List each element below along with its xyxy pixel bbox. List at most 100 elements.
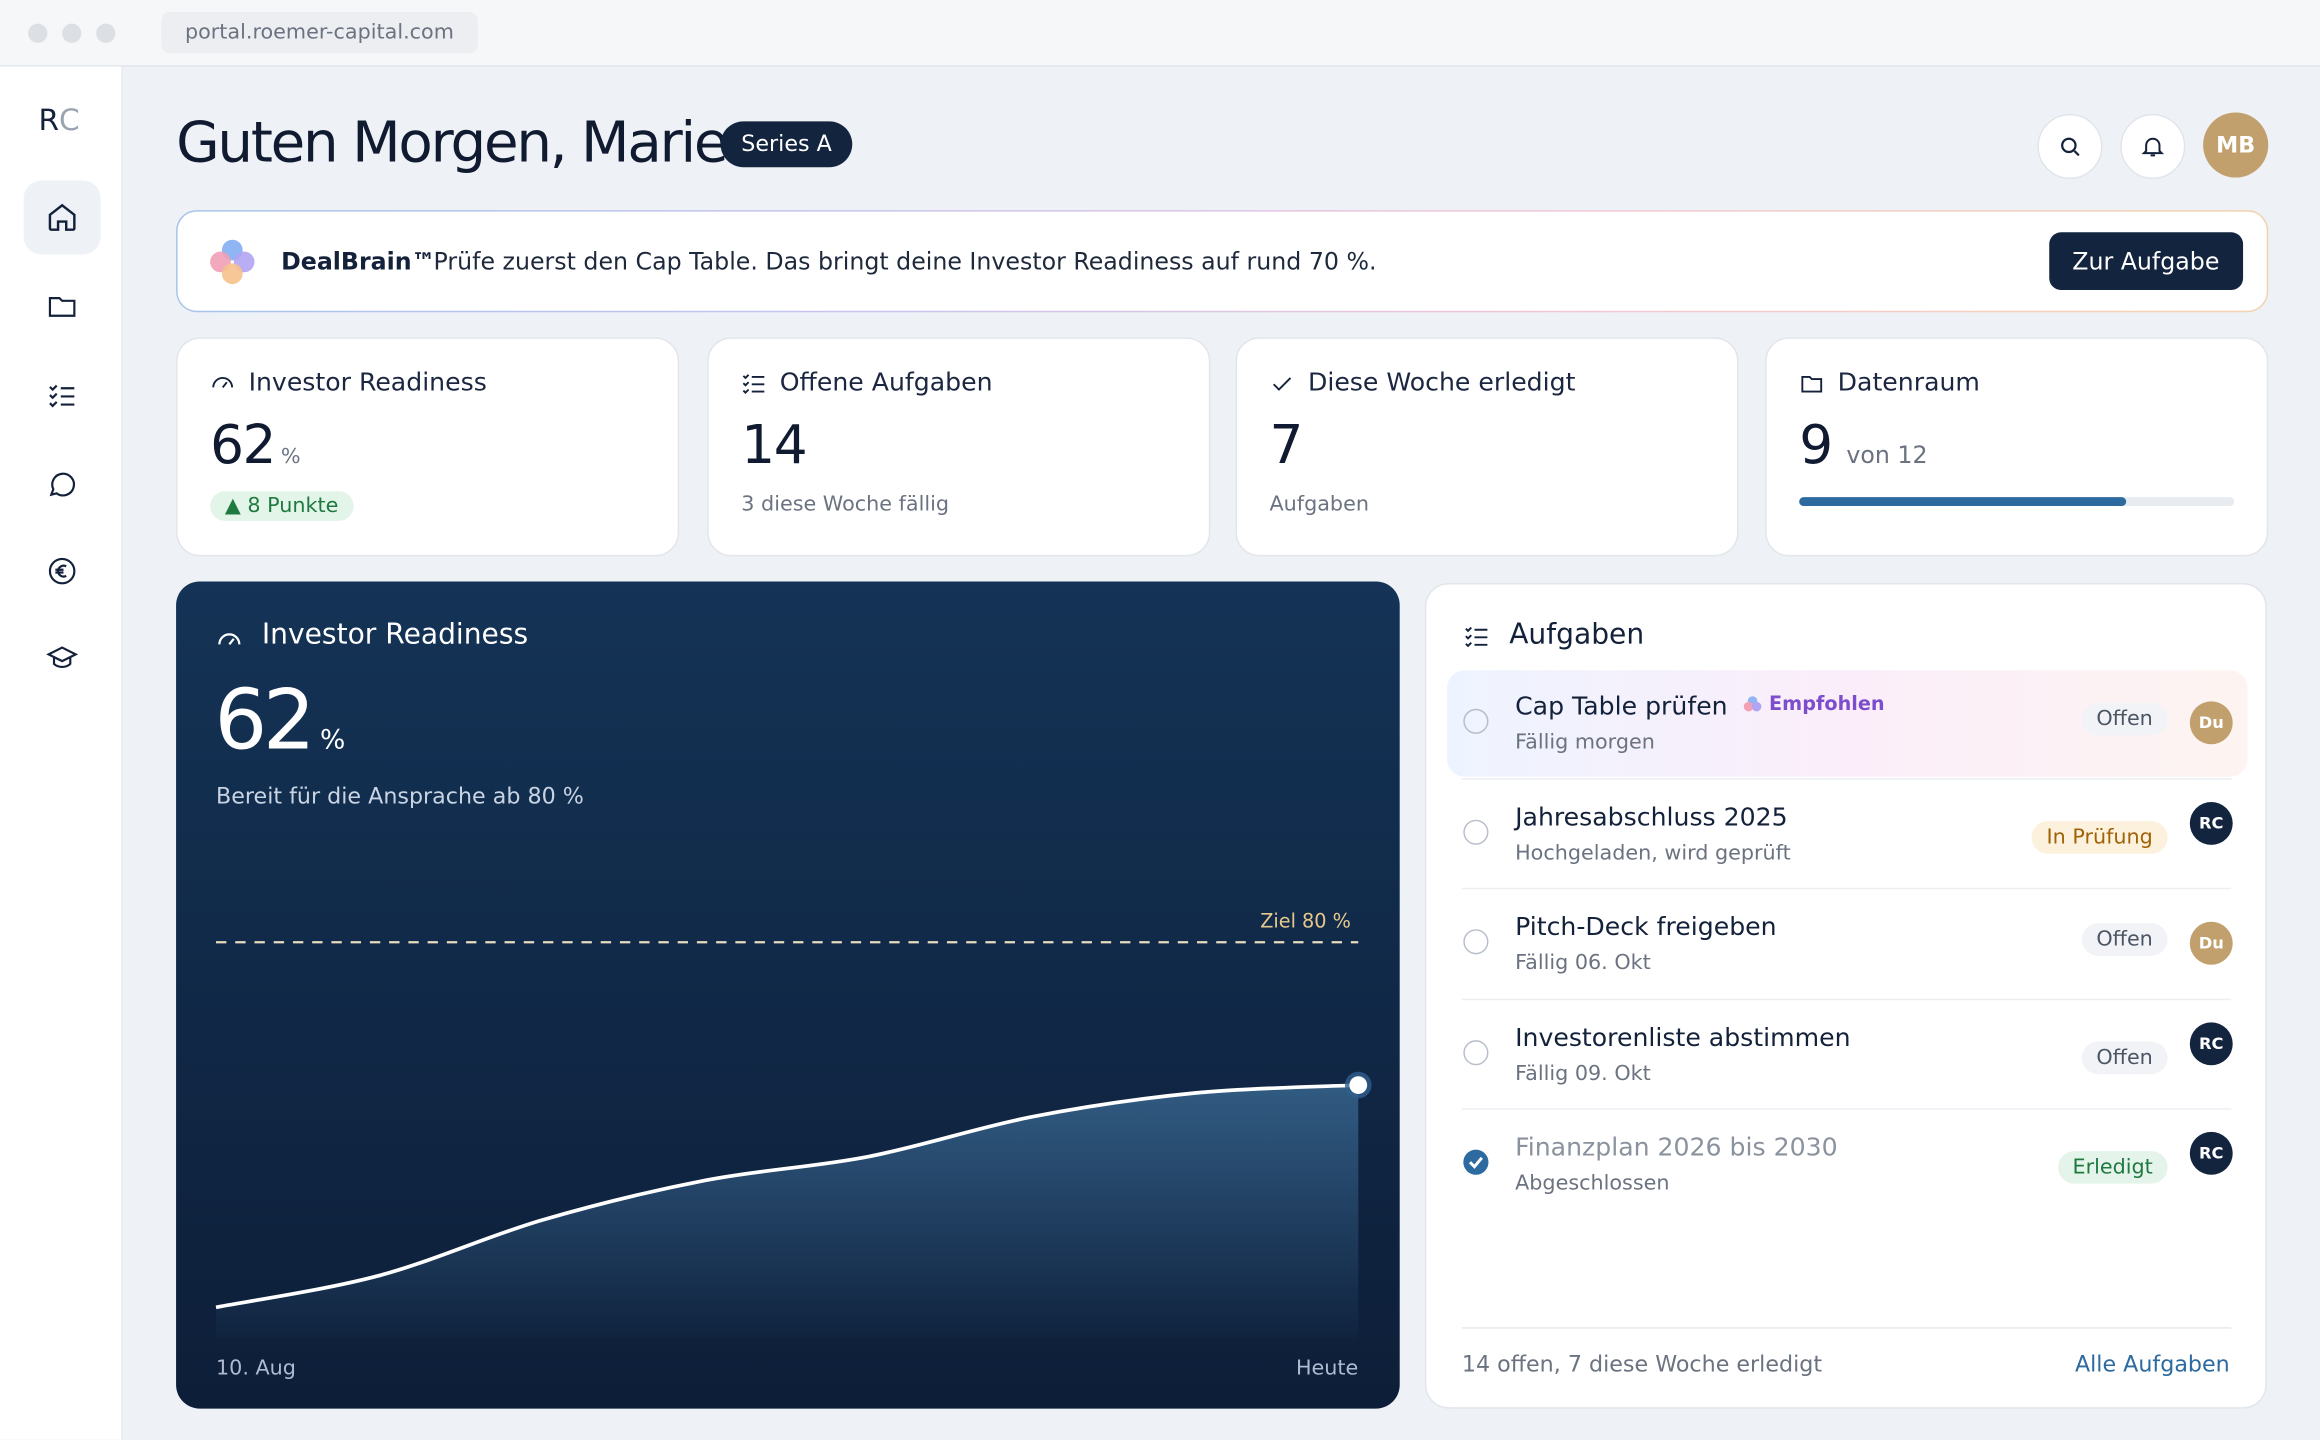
nav-tasks[interactable]	[24, 358, 101, 432]
tag-icon	[1743, 695, 1761, 711]
url[interactable]: portal.roemer-capital.com	[161, 11, 478, 54]
task-row[interactable]: Finanzplan 2026 bis 2030 Abgeschlossen Erl…	[1447, 1111, 2247, 1218]
kpi-number: 9	[1799, 415, 1833, 477]
chart-title: Investor Readiness	[261, 618, 529, 652]
tasks-divider	[1461, 1327, 2232, 1329]
window-dot	[62, 23, 82, 43]
task-title-row: Finanzplan 2026 bis 2030	[1515, 1133, 1838, 1163]
kpi-unit: von 12	[1846, 440, 1928, 470]
sidebar: RC	[0, 66, 123, 1440]
kpi-title-text: Diese Woche erledigt	[1307, 368, 1576, 399]
kpi-title: Offene Aufgaben	[741, 368, 993, 399]
kpi-icon	[1273, 377, 1292, 391]
task-checkbox[interactable]	[1463, 929, 1489, 955]
task-tag-text: Empfohlen	[1769, 693, 1885, 716]
dealbrain-text: Prüfe zuerst den Cap Table. Das bringt d…	[433, 247, 1377, 276]
task-title: Cap Table prüfen	[1515, 692, 1728, 723]
goal-label: Ziel 80 %	[1260, 909, 1351, 932]
check-mark	[1468, 1156, 1483, 1169]
task-status: Erledigt	[2057, 1151, 2168, 1184]
task-tag: Empfohlen	[1742, 693, 1885, 716]
progress-track	[1799, 497, 2235, 507]
task-row[interactable]: Investorenliste abstimmen Fällig 09. Okt O…	[1447, 1001, 2247, 1108]
task-due: Abgeschlossen	[1515, 1171, 1670, 1196]
progress-fill	[1799, 497, 2126, 507]
kpi-card: Offene Aufgaben 14 3 diese Woche fällig	[707, 337, 1211, 557]
gauge-icon	[218, 633, 241, 646]
task-row[interactable]: Jahresabschluss 2025 Hochgeladen, wird ge…	[1447, 780, 2247, 887]
all-tasks-link[interactable]: Alle Aufgaben	[2074, 1350, 2230, 1378]
chart-subtitle: Bereit für die Ansprache ab 80 %	[216, 782, 584, 810]
task-separator	[1461, 887, 2232, 890]
kpi-title-text: Offene Aufgaben	[779, 368, 993, 399]
nav-academy[interactable]	[24, 621, 101, 695]
kpi-title: Datenraum	[1799, 368, 1980, 398]
task-checkbox[interactable]	[1463, 1039, 1489, 1065]
kpi-number: 7	[1269, 415, 1303, 477]
logo-r: R	[38, 102, 60, 138]
nav-chat[interactable]	[24, 447, 101, 521]
task-title: Jahresabschluss 2025	[1515, 802, 1788, 833]
task-assignee: RC	[2189, 1021, 2233, 1065]
kpi-value: 14	[741, 415, 807, 477]
nav-home[interactable]	[23, 180, 101, 255]
kpi-card: Diese Woche erledigt 7 Aufgaben	[1235, 337, 1739, 557]
logo[interactable]: RC	[38, 102, 81, 138]
kpi-number: 14	[741, 415, 807, 477]
stage-badge: Series A	[720, 121, 853, 168]
task-due: Hochgeladen, wird geprüft	[1515, 841, 1791, 865]
kpi-title-text: Datenraum	[1837, 368, 1980, 399]
task-status: Offen	[2081, 1040, 2168, 1074]
task-title: Finanzplan 2026 bis 2030	[1515, 1133, 1838, 1163]
kpi-value: 9 von 12	[1799, 416, 1927, 477]
kpi-delta: ▲ 8 Punkte	[210, 491, 354, 521]
kpi-card: Investor Readiness 62% ▲ 8 Punkte	[176, 337, 680, 557]
kpi-value: 7	[1269, 415, 1303, 477]
task-assignee: Du	[2189, 921, 2233, 965]
kpi-unit: %	[280, 445, 301, 470]
logo-c: C	[59, 102, 82, 138]
to-task-button[interactable]: Zur Aufgabe	[2048, 232, 2244, 291]
task-separator	[1461, 997, 2232, 1000]
task-row[interactable]: Cap Table prüfen Empfohlen Fällig morgen Of…	[1447, 670, 2248, 777]
area	[216, 1085, 1359, 1340]
kpi-value: 62%	[210, 416, 300, 477]
task-title: Investorenliste abstimmen	[1515, 1023, 1851, 1053]
task-title: Pitch-Deck freigeben	[1515, 912, 1777, 943]
kpi-icon	[212, 377, 234, 388]
kpi-sub: Aufgaben	[1269, 492, 1369, 517]
x-tick-label: Heute	[1296, 1356, 1358, 1380]
task-title-row: Jahresabschluss 2025	[1515, 803, 1788, 833]
dealbrain-brand: DealBrain™	[281, 247, 436, 276]
nav-files[interactable]	[24, 269, 101, 343]
kpi-title: Investor Readiness	[210, 368, 487, 398]
tasks-icon	[1465, 626, 1488, 648]
line-chart: Ziel 80 % 10. Aug Heute	[215, 909, 1372, 1380]
task-due: Fällig 09. Okt	[1515, 1061, 1651, 1086]
browser-bar: portal.roemer-capital.com	[0, 0, 2320, 67]
kpi-icon	[1801, 375, 1823, 393]
task-separator	[1461, 777, 2232, 780]
kpi-title-text: Investor Readiness	[248, 368, 487, 399]
kpi-title: Diese Woche erledigt	[1269, 368, 1575, 398]
x-tick-label: 10. Aug	[216, 1356, 296, 1380]
chart-value: 62%	[215, 673, 346, 769]
greeting: Guten Morgen, Marie.	[176, 109, 744, 175]
task-status: In Prüfung	[2031, 820, 2168, 853]
window-dot	[28, 23, 48, 43]
notifications-button[interactable]	[2120, 113, 2186, 180]
user-avatar[interactable]: MB	[2203, 112, 2269, 178]
task-checkbox[interactable]	[1463, 708, 1489, 734]
kpi-card: Datenraum 9 von 12	[1765, 337, 2269, 557]
task-assignee: RC	[2189, 1131, 2233, 1175]
kpi-number: 62	[210, 415, 276, 477]
tasks-card: Aufgaben 14 offen, 7 diese Woche erledig…	[1424, 582, 2267, 1409]
task-checkbox[interactable]	[1463, 818, 1489, 845]
nav-finance[interactable]	[24, 534, 101, 608]
window-dot	[96, 23, 116, 43]
search-button[interactable]	[2037, 113, 2103, 180]
tasks-title: Aufgaben	[1509, 618, 1645, 652]
chart-value-unit: %	[319, 725, 346, 757]
task-row[interactable]: Pitch-Deck freigeben Fällig 06. Okt Offen D…	[1447, 891, 2247, 998]
task-checkbox[interactable]	[1463, 1149, 1489, 1175]
